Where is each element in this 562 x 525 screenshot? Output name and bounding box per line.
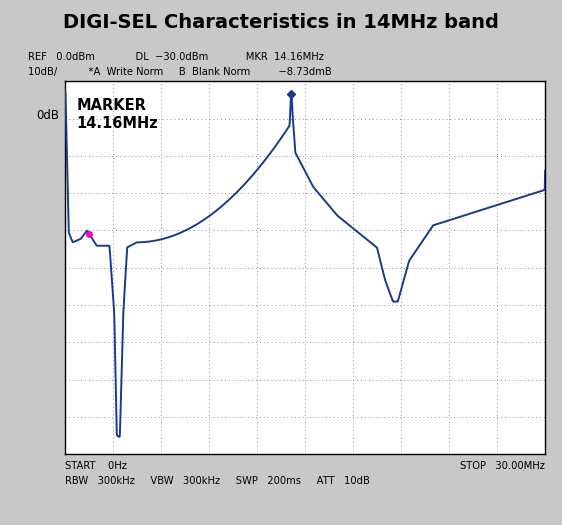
Text: STOP   30.00MHz: STOP 30.00MHz: [460, 461, 545, 471]
Text: RBW   300kHz     VBW   300kHz     SWP   200ms     ATT   10dB: RBW 300kHz VBW 300kHz SWP 200ms ATT 10dB: [65, 476, 369, 486]
Text: 0dB: 0dB: [36, 109, 59, 122]
Text: DIGI-SEL Characteristics in 14MHz band: DIGI-SEL Characteristics in 14MHz band: [63, 13, 499, 32]
Text: REF   0.0dBm             DL  −30.0dBm            MKR  14.16MHz: REF 0.0dBm DL −30.0dBm MKR 14.16MHz: [28, 52, 324, 62]
Text: MARKER
14.16MHz: MARKER 14.16MHz: [76, 98, 158, 131]
Text: START    0Hz: START 0Hz: [65, 461, 126, 471]
Text: 10dB/          *A  Write Norm     B  Blank Norm         −8.73dmB: 10dB/ *A Write Norm B Blank Norm −8.73dm…: [28, 67, 332, 77]
